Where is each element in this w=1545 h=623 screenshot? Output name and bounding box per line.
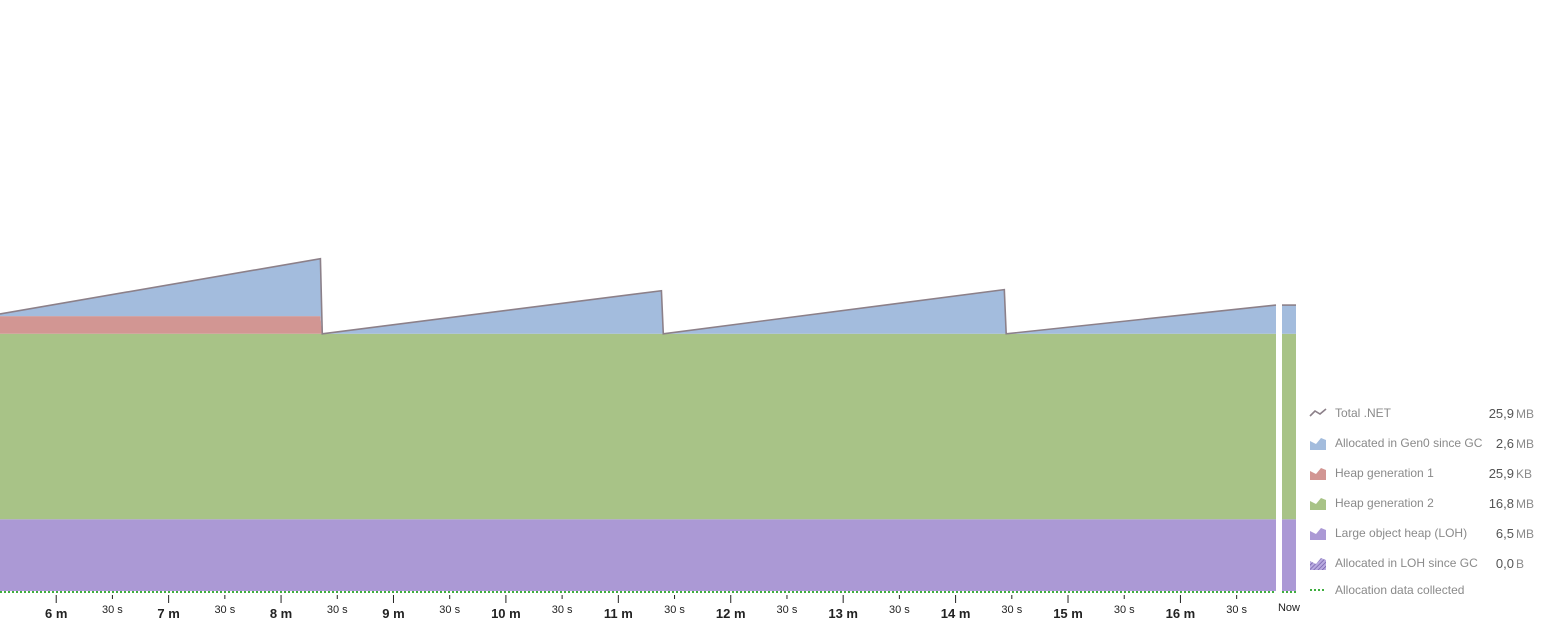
now-label: Now [1278,602,1300,614]
legend-value: 0,0 [1495,555,1514,571]
x-tick-label: 16 m [1166,606,1196,621]
x-tick-label: 30 s [664,604,685,616]
hatched-area-icon [1310,558,1326,570]
legend-item-loh[interactable]: Large object heap (LOH) 6,5 MB [1308,518,1545,548]
now-large-object-heap-loh [1282,519,1296,591]
x-tick-label: 30 s [1114,604,1135,616]
legend-value: 16,8 [1488,495,1514,511]
area-icon [1310,498,1326,510]
total-net-line [0,257,1277,335]
x-tick-label: 13 m [828,606,858,621]
legend-unit: MB [1516,436,1534,451]
x-tick-label: 30 s [552,604,573,616]
legend-label: Large object heap (LOH) [1335,526,1468,540]
legend-label: Allocated in Gen0 since GC [1335,436,1483,450]
legend-value: 2,6 [1495,435,1514,451]
x-tick-label: 30 s [889,604,910,616]
x-tick-label: 11 m [604,606,633,621]
legend-unit: B [1516,556,1525,571]
x-tick-label: 6 m [45,606,67,621]
chart-legend: Total .NET 25,9 MB Allocated in Gen0 sinc… [1308,398,1545,602]
legend-item-loh-allocated[interactable]: Allocated in LOH since GC 0,0 B [1308,548,1545,578]
x-tick-label: 7 m [157,606,179,621]
legend-item-gen0-allocated[interactable]: Allocated in Gen0 since GC 2,6 MB [1308,428,1545,458]
dashed-line-icon [1310,589,1326,591]
area-large-object-heap-loh [0,519,1276,591]
legend-value: 6,5 [1495,525,1514,541]
x-tick-label: 30 s [1226,604,1247,616]
legend-unit: MB [1516,406,1534,421]
x-tick-label: 10 m [491,606,521,621]
legend-item-heap-gen2[interactable]: Heap generation 2 16,8 MB [1308,488,1545,518]
x-tick-label: 9 m [382,606,404,621]
now-heap-generation-2 [1282,333,1296,520]
x-tick-label: 12 m [716,606,746,621]
area-heap-generation-1 [0,316,1276,334]
area-allocated-in-gen0-since-gc [0,258,1276,334]
legend-item-total-net[interactable]: Total .NET 25,9 MB [1308,398,1545,428]
area-icon [1310,438,1326,450]
legend-unit: KB [1516,466,1533,481]
area-icon [1310,528,1326,540]
legend-item-heap-gen1[interactable]: Heap generation 1 25,9 KB [1308,458,1545,488]
x-tick-label: 8 m [270,606,292,621]
legend-unit: MB [1516,496,1534,511]
x-tick-label: 30 s [102,604,123,616]
legend-label: Total .NET [1335,406,1392,420]
legend-unit: MB [1516,526,1534,541]
now-allocated-in-gen0-since-gc [1282,305,1296,334]
area-heap-generation-2 [0,333,1276,520]
legend-label: Allocated in LOH since GC [1335,556,1478,570]
legend-value: 25,9 [1488,465,1514,481]
line-icon [1309,408,1327,417]
x-tick-label: 30 s [439,604,460,616]
x-tick-label: 14 m [941,606,971,621]
area-icon [1310,468,1326,480]
legend-label: Heap generation 1 [1335,466,1434,480]
x-tick-label: 30 s [1001,604,1022,616]
legend-value: 25,9 [1488,405,1514,421]
legend-item-allocation-data[interactable]: Allocation data collected [1308,578,1545,602]
x-tick-label: 30 s [327,604,348,616]
legend-label: Allocation data collected [1335,583,1465,597]
legend-label: Heap generation 2 [1335,496,1434,510]
x-tick-label: 30 s [777,604,798,616]
x-tick-label: 15 m [1053,606,1083,621]
x-tick-label: 30 s [214,604,235,616]
